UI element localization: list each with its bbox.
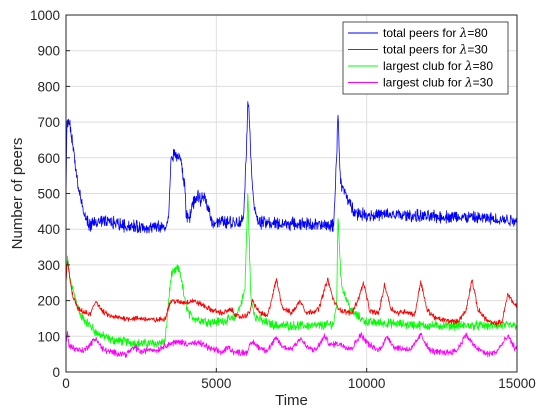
x-tick-label: 10000 bbox=[348, 376, 386, 391]
legend-entry: largest club for λ=30 bbox=[383, 76, 493, 90]
x-tick-label: 5000 bbox=[201, 376, 231, 391]
y-tick-label: 1000 bbox=[30, 8, 60, 23]
legend-entry: total peers for λ=80 bbox=[383, 26, 488, 40]
x-tick-label: 0 bbox=[62, 376, 70, 391]
y-tick-label: 400 bbox=[37, 222, 60, 237]
y-tick-label: 700 bbox=[37, 115, 60, 130]
series-line-3 bbox=[65, 331, 518, 358]
axis-ticks: 0 5000 10000 15000 0 100 200 300 400 500 600 700 800… bbox=[30, 8, 536, 391]
legend-entry: total peers for λ=30 bbox=[383, 43, 488, 57]
plot-series bbox=[65, 101, 518, 358]
y-axis-label: Number of peers bbox=[9, 138, 26, 250]
legend: total peers for λ=80 total peers for λ=30… bbox=[342, 21, 509, 95]
legend-entry: largest club for λ=80 bbox=[383, 59, 493, 73]
y-tick-label: 100 bbox=[37, 329, 60, 344]
y-tick-label: 0 bbox=[52, 365, 60, 380]
x-axis-label: Time bbox=[275, 392, 308, 409]
y-tick-label: 500 bbox=[37, 187, 60, 202]
series-line-1 bbox=[65, 260, 518, 327]
y-tick-label: 300 bbox=[37, 258, 60, 273]
y-tick-label: 900 bbox=[37, 44, 60, 59]
series-line-2 bbox=[65, 193, 518, 349]
x-tick-label: 15000 bbox=[498, 376, 536, 391]
y-tick-label: 200 bbox=[37, 294, 60, 309]
y-tick-label: 600 bbox=[37, 151, 60, 166]
y-tick-label: 800 bbox=[37, 79, 60, 94]
series-line-0 bbox=[65, 101, 518, 234]
